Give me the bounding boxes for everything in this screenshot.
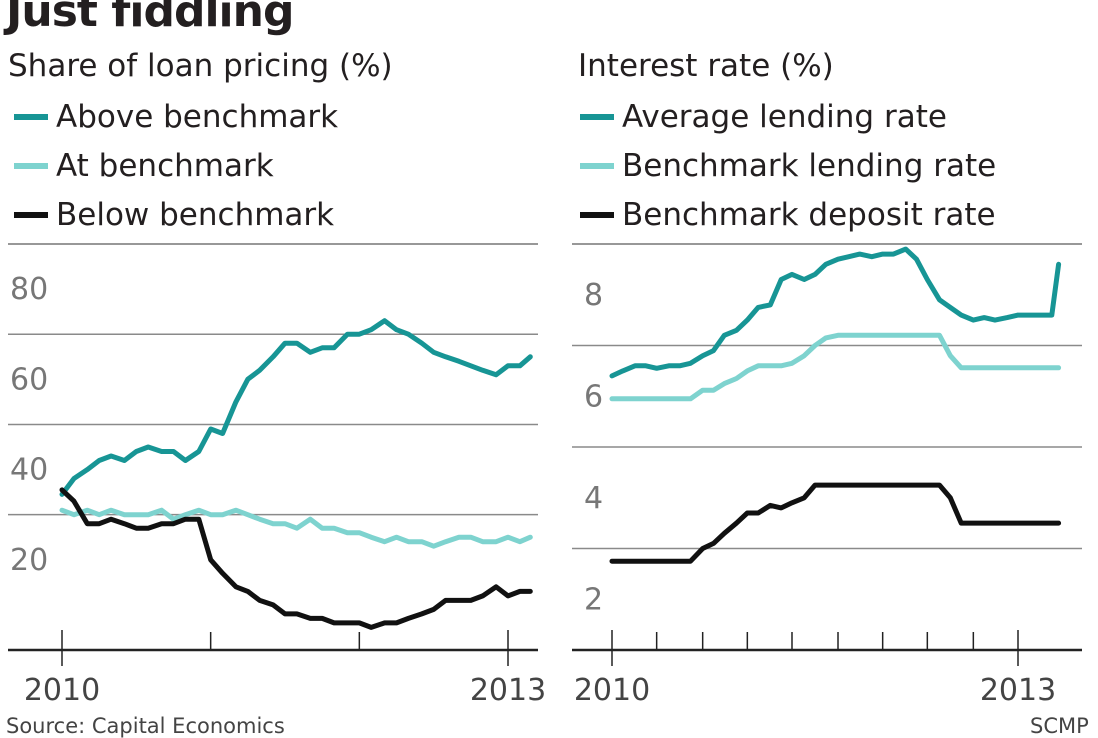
legend-swatch <box>14 162 48 169</box>
series-line-at-benchmark <box>59 507 533 549</box>
left-panel-ylabel: Share of loan pricing (%) <box>8 48 393 84</box>
legend-label: Average lending rate <box>622 98 947 135</box>
legend-label: Benchmark deposit rate <box>622 196 996 233</box>
legend-label: Below benchmark <box>56 196 335 233</box>
legend-swatch <box>14 211 48 218</box>
legend-swatch <box>580 162 614 169</box>
series-line-above-benchmark <box>59 318 533 497</box>
series-line-below-benchmark <box>59 487 533 630</box>
legend-item-benchmark-deposit-rate: Benchmark deposit rate <box>580 190 996 239</box>
source-note: Source: Capital Economics <box>6 714 285 738</box>
legend-item-below-benchmark: Below benchmark <box>14 190 338 239</box>
y-tick-label: 6 <box>584 379 603 414</box>
right-panel-ylabel: Interest rate (%) <box>578 48 834 84</box>
legend-item-above-benchmark: Above benchmark <box>14 92 338 141</box>
legend-swatch <box>580 113 614 120</box>
x-tick-label: 2010 <box>24 673 100 708</box>
right-legend: Average lending rate Benchmark lending r… <box>580 92 996 239</box>
series-line-benchmark-lending-rate <box>609 332 1062 402</box>
x-tick-label: 2013 <box>470 673 546 708</box>
x-tick-label: 2010 <box>574 673 650 708</box>
legend-label: At benchmark <box>56 147 274 184</box>
legend-item-benchmark-lending-rate: Benchmark lending rate <box>580 141 996 190</box>
y-tick-label: 20 <box>10 543 48 578</box>
legend-item-average-lending-rate: Average lending rate <box>580 92 996 141</box>
chart-title: Just fiddling <box>6 0 294 37</box>
left-legend: Above benchmark At benchmark Below bench… <box>14 92 338 239</box>
publisher-credit: SCMP <box>1030 714 1089 738</box>
series-line-average-lending-rate <box>609 246 1062 379</box>
series-line-benchmark-deposit-rate <box>609 482 1062 564</box>
y-tick-label: 40 <box>10 453 48 488</box>
y-tick-label: 8 <box>584 278 603 313</box>
legend-label: Benchmark lending rate <box>622 147 997 184</box>
legend-swatch <box>580 211 614 218</box>
legend-swatch <box>14 113 48 120</box>
y-tick-label: 80 <box>10 272 48 307</box>
legend-label: Above benchmark <box>56 98 339 135</box>
y-tick-label: 60 <box>10 362 48 397</box>
legend-item-at-benchmark: At benchmark <box>14 141 338 190</box>
y-tick-label: 4 <box>584 481 603 516</box>
x-tick-label: 2013 <box>980 673 1056 708</box>
y-tick-label: 2 <box>584 582 603 617</box>
